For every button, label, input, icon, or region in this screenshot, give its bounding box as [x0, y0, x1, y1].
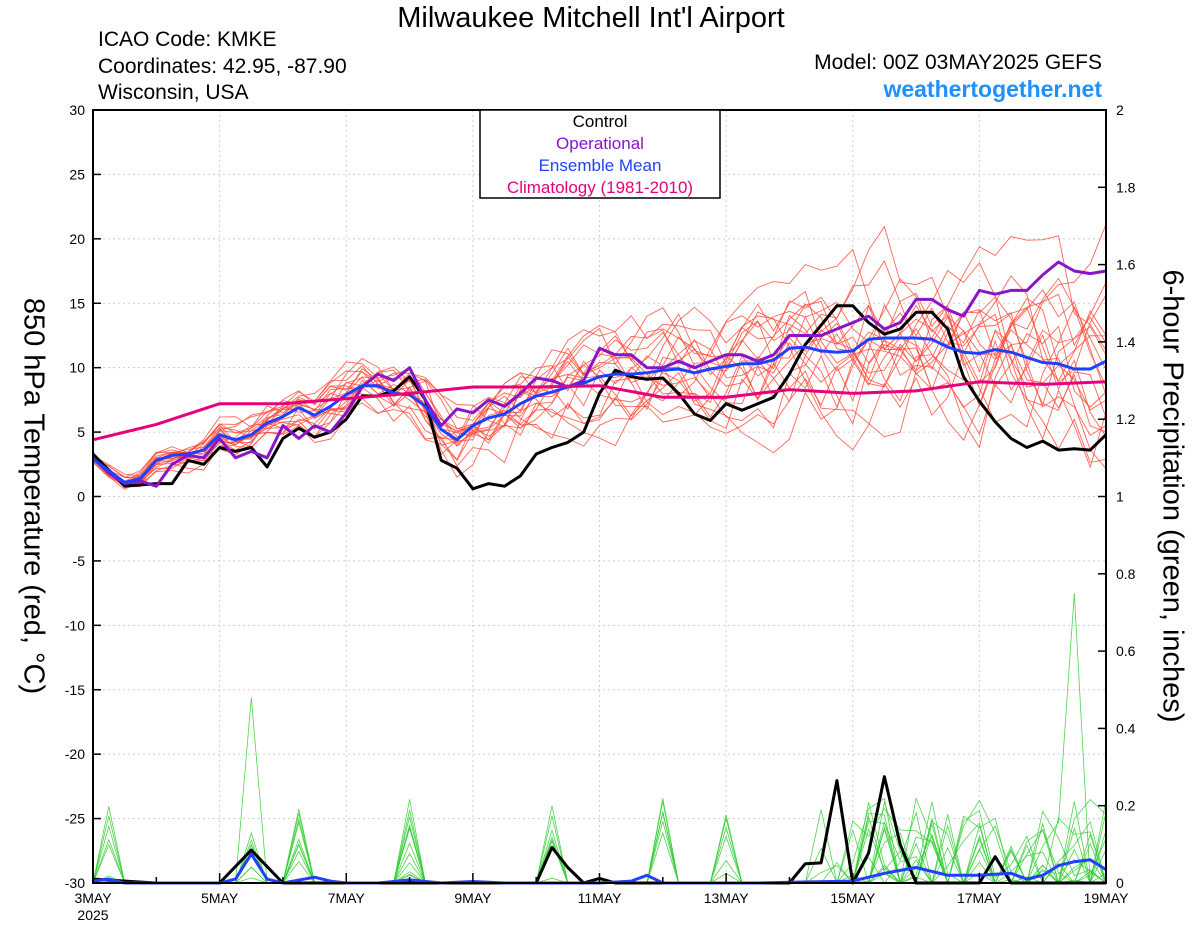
y-right-tick-label: 1.4 — [1116, 334, 1136, 350]
y-left-tick-label: -15 — [65, 682, 85, 698]
y-right-tick-label: 0.4 — [1116, 720, 1136, 736]
temp-member-line — [92, 304, 1107, 485]
operational-line — [91, 260, 1107, 488]
y-right-tick-label: 0.6 — [1116, 643, 1136, 659]
site-link[interactable]: weathertogether.net — [883, 76, 1102, 102]
temp-member-line — [92, 275, 1107, 488]
y-right-tick-label: 1 — [1116, 489, 1124, 505]
y-left-tick-label: 5 — [77, 424, 85, 440]
x-tick-label: 5MAY — [201, 890, 239, 906]
y-right-tick-label: 1.2 — [1116, 411, 1136, 427]
temp-member-line — [92, 308, 1107, 484]
coordinates: Coordinates: 42.95, -87.90 — [98, 55, 347, 78]
grid-lines — [92, 109, 1107, 884]
y-right-tick-label: 0 — [1116, 875, 1124, 891]
y-left-tick-label: -20 — [65, 746, 85, 762]
location: Wisconsin, USA — [98, 81, 249, 104]
y-left-tick-label: -25 — [65, 811, 85, 827]
y-left-tick-label: -10 — [65, 617, 85, 633]
y-right-tick-label: 0.8 — [1116, 566, 1136, 582]
climatology-line — [92, 380, 1107, 442]
temp-member-line — [92, 313, 1107, 479]
x-tick-label: 13MAY — [704, 890, 750, 906]
legend-box — [479, 109, 721, 199]
model-run: Model: 00Z 03MAY2025 GEFS — [814, 51, 1102, 74]
tick-labels: 302520151050-5-10-15-20-25-3021.81.61.41… — [65, 102, 1136, 923]
y-left-tick-label: -5 — [73, 553, 86, 569]
y-axis-right-label: 6-hour Precipitation (green, inches) — [1156, 269, 1189, 723]
legend-entry: Climatology (1981-2010) — [507, 178, 693, 197]
x-tick-sublabel: 2025 — [77, 907, 108, 923]
y-right-tick-label: 1.8 — [1116, 179, 1136, 195]
x-tick-label: 9MAY — [454, 890, 492, 906]
y-left-tick-label: -30 — [65, 875, 85, 891]
y-left-tick-label: 10 — [69, 360, 85, 376]
y-right-tick-label: 0.2 — [1116, 798, 1136, 814]
x-tick-label: 3MAY — [74, 890, 112, 906]
x-tick-label: 17MAY — [957, 890, 1003, 906]
control-line — [91, 304, 1108, 491]
legend-entry: Operational — [556, 134, 644, 153]
x-tick-label: 7MAY — [328, 890, 366, 906]
precip-mean-line — [92, 852, 1107, 885]
y-axis-left-label: 850 hPa Temperature (red, °C) — [17, 297, 50, 695]
legend-entry: Ensemble Mean — [539, 156, 662, 175]
y-left-tick-label: 30 — [69, 102, 85, 118]
x-tick-label: 11MAY — [578, 890, 622, 906]
y-right-tick-label: 2 — [1116, 102, 1124, 118]
ensemble-mean-line — [92, 336, 1107, 484]
precip-control-line — [92, 775, 1106, 885]
legend: Control Operational Ensemble Mean Climatolo… — [479, 109, 721, 199]
y-left-tick-label: 0 — [77, 489, 85, 505]
x-tick-label: 19MAY — [1084, 890, 1130, 906]
icao-code: ICAO Code: KMKE — [98, 28, 277, 51]
y-left-tick-label: 20 — [69, 231, 85, 247]
y-right-tick-label: 1.6 — [1116, 257, 1136, 273]
y-left-tick-label: 25 — [69, 166, 85, 182]
legend-entry: Control — [573, 112, 628, 131]
y-left-tick-label: 15 — [69, 295, 85, 311]
chart-title: Milwaukee Mitchell Int'l Airport — [397, 2, 785, 34]
x-tick-label: 15MAY — [830, 890, 876, 906]
temp-member-line — [92, 296, 1107, 491]
